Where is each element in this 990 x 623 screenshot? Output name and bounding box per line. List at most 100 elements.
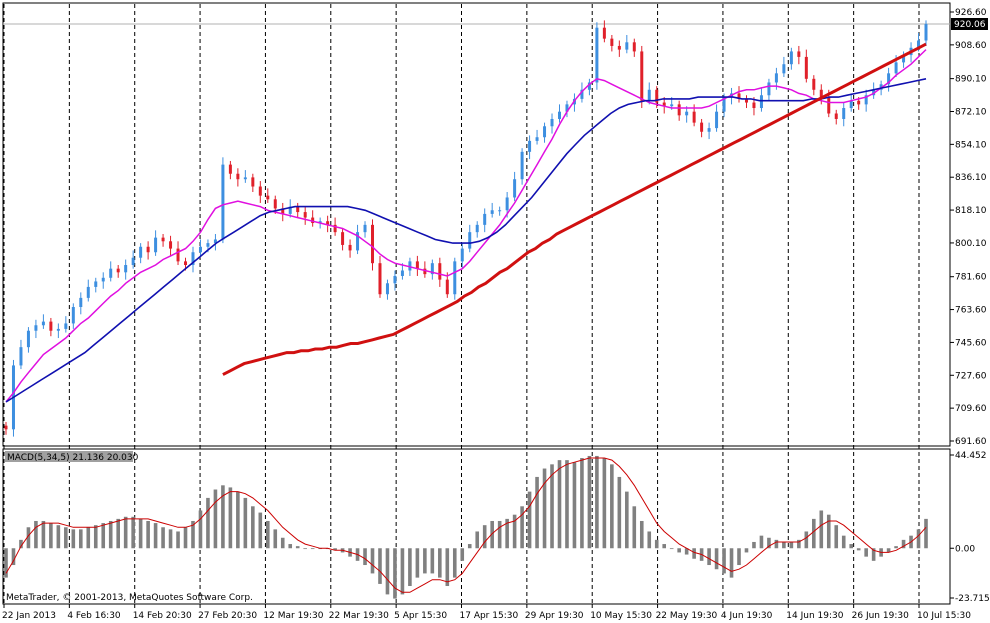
x-label-27-feb-20-30: 27 Feb 20:30 bbox=[198, 611, 257, 621]
macd-bar-17 bbox=[131, 516, 135, 549]
macd-bar-12 bbox=[93, 525, 98, 549]
macd-bar-62 bbox=[467, 544, 472, 549]
candle-body bbox=[213, 239, 217, 244]
macd-bar-26 bbox=[198, 510, 203, 549]
ma-fast-line bbox=[5, 49, 927, 403]
candle-body bbox=[176, 248, 180, 262]
macd-bar-104 bbox=[782, 541, 786, 549]
macd-label-m23-715: -23.715 bbox=[955, 594, 990, 604]
candle-30 bbox=[228, 160, 232, 180]
macd-bar-112 bbox=[841, 535, 846, 549]
macd-bar-70 bbox=[527, 491, 532, 549]
macd-bar-9 bbox=[71, 529, 76, 549]
macd-bar-81 bbox=[610, 464, 614, 549]
x-label-22-mar-19-30: 22 Mar 19:30 bbox=[329, 611, 389, 621]
candle-62 bbox=[468, 224, 472, 253]
price-panel-frame bbox=[2, 2, 951, 447]
candle-3 bbox=[26, 327, 30, 353]
y-label-854-10: 854.10 bbox=[955, 140, 987, 150]
macd-bar-99 bbox=[744, 548, 749, 553]
indicator-axis: 44.452 0.00 -23.715 bbox=[950, 451, 990, 604]
macd-bar-105 bbox=[789, 541, 794, 549]
candle-64 bbox=[483, 208, 487, 233]
candle-body bbox=[617, 45, 621, 50]
macd-bar-115 bbox=[864, 548, 868, 557]
candle-63 bbox=[475, 221, 479, 238]
y-label-745-60: 745.60 bbox=[955, 338, 987, 348]
x-label-17-apr-15-30: 17 Apr 15:30 bbox=[460, 611, 519, 621]
candle-body bbox=[722, 97, 726, 112]
macd-bar-76 bbox=[572, 462, 577, 549]
macd-bar-35 bbox=[265, 520, 270, 549]
x-label-14-jun-19-30: 14 Jun 19:30 bbox=[786, 611, 843, 621]
candle-41 bbox=[311, 210, 315, 227]
candle-body bbox=[281, 208, 285, 214]
candle-body bbox=[341, 232, 345, 245]
candle-112 bbox=[842, 102, 846, 127]
candle-body bbox=[744, 98, 748, 103]
candle-body bbox=[535, 137, 539, 141]
candle-body bbox=[318, 221, 322, 224]
time-axis: 22 Jan 2013 4 Feb 16:30 14 Feb 20:30 27 Feb… bbox=[2, 604, 971, 621]
candle-5 bbox=[41, 314, 45, 329]
candle-75 bbox=[565, 100, 569, 118]
candle-52 bbox=[393, 270, 397, 291]
macd-bar-63 bbox=[475, 531, 480, 549]
candle-body bbox=[169, 241, 173, 249]
candle-body bbox=[109, 268, 113, 278]
candle-body bbox=[356, 232, 360, 251]
candle-body bbox=[640, 51, 644, 101]
candle-104 bbox=[782, 56, 786, 77]
candle-body bbox=[849, 100, 853, 109]
candle-body bbox=[64, 323, 68, 329]
macd-bar-34 bbox=[258, 512, 263, 549]
candle-83 bbox=[625, 35, 629, 54]
macd-bar-19 bbox=[146, 520, 150, 549]
candle-111 bbox=[834, 109, 838, 125]
macd-label: MACD(5,34,5) 21.136 20.030 bbox=[5, 451, 139, 463]
macd-bar-77 bbox=[580, 458, 584, 549]
candle-body bbox=[834, 113, 838, 119]
candle-body bbox=[483, 213, 487, 225]
macd-bar-90 bbox=[677, 548, 681, 553]
x-label-29-apr-19-30: 29 Apr 19:30 bbox=[525, 611, 584, 621]
candle-49 bbox=[371, 219, 375, 271]
candle-body bbox=[154, 237, 158, 253]
candle-14 bbox=[109, 261, 113, 282]
candle-body bbox=[819, 89, 823, 98]
candle-body bbox=[206, 243, 210, 247]
candle-72 bbox=[543, 122, 547, 143]
macd-bar-3 bbox=[26, 527, 31, 549]
macd-bar-55 bbox=[415, 548, 420, 578]
candle-body bbox=[56, 328, 60, 331]
macd-bar-94 bbox=[707, 548, 711, 566]
candle-body bbox=[311, 217, 315, 224]
macd-bar-20 bbox=[153, 523, 158, 549]
macd-bar-59 bbox=[445, 548, 450, 587]
y-label-818-10: 818.10 bbox=[955, 206, 987, 216]
macd-bar-110 bbox=[826, 514, 831, 549]
candle-body bbox=[184, 261, 188, 266]
candle-body bbox=[371, 224, 375, 264]
candle-body bbox=[759, 95, 763, 109]
candle-body bbox=[752, 102, 756, 109]
macd-bar-82 bbox=[617, 476, 622, 549]
macd-histogram bbox=[4, 455, 928, 599]
macd-bar-8 bbox=[64, 527, 68, 549]
macd-bar-95 bbox=[714, 548, 719, 570]
macd-bar-61 bbox=[460, 548, 465, 561]
x-label-22-jan-2013: 22 Jan 2013 bbox=[2, 611, 56, 621]
macd-bar-67 bbox=[505, 518, 509, 549]
macd-bar-25 bbox=[191, 520, 195, 549]
candle-8 bbox=[64, 316, 68, 333]
macd-bar-80 bbox=[602, 458, 607, 549]
candle-body bbox=[528, 140, 532, 152]
candle-body bbox=[662, 102, 666, 107]
macd-bar-37 bbox=[280, 537, 285, 549]
moving-averages bbox=[5, 42, 927, 403]
candle-body bbox=[490, 210, 494, 214]
candle-21 bbox=[161, 233, 165, 247]
candle-body bbox=[625, 42, 629, 50]
candle-55 bbox=[415, 255, 419, 276]
